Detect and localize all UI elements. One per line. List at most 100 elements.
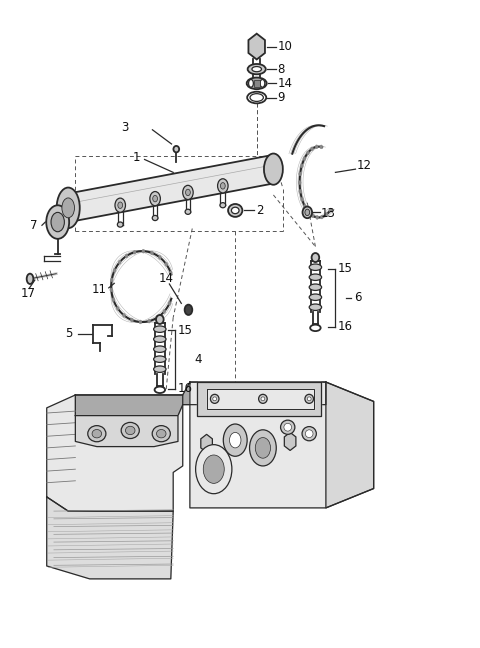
Ellipse shape [154, 336, 166, 342]
Text: 17: 17 [21, 286, 36, 299]
Circle shape [203, 455, 224, 483]
Text: 4: 4 [194, 353, 202, 366]
Text: 11: 11 [92, 283, 107, 295]
Circle shape [148, 319, 151, 323]
Ellipse shape [154, 326, 166, 332]
Ellipse shape [305, 209, 310, 216]
Ellipse shape [309, 264, 322, 270]
Circle shape [250, 430, 276, 466]
Circle shape [299, 172, 301, 176]
Ellipse shape [309, 284, 322, 290]
Ellipse shape [156, 315, 164, 324]
Circle shape [125, 254, 128, 258]
Text: 16: 16 [338, 320, 353, 333]
Polygon shape [206, 389, 314, 409]
Circle shape [320, 145, 323, 149]
Ellipse shape [118, 222, 123, 227]
Ellipse shape [281, 420, 295, 434]
Circle shape [110, 278, 113, 282]
Ellipse shape [264, 154, 283, 185]
Circle shape [299, 189, 302, 193]
Polygon shape [284, 432, 296, 450]
Ellipse shape [309, 294, 322, 301]
Ellipse shape [152, 215, 158, 220]
Circle shape [112, 297, 115, 301]
Circle shape [122, 314, 125, 318]
Text: 15: 15 [178, 324, 192, 337]
Circle shape [139, 320, 142, 324]
Circle shape [151, 251, 154, 255]
Ellipse shape [185, 209, 191, 214]
Circle shape [311, 214, 314, 218]
Circle shape [298, 181, 301, 185]
Ellipse shape [46, 205, 69, 239]
Circle shape [300, 164, 303, 168]
Ellipse shape [305, 430, 313, 437]
Ellipse shape [92, 430, 102, 438]
Ellipse shape [248, 64, 266, 75]
Polygon shape [190, 382, 373, 508]
Ellipse shape [173, 146, 179, 152]
Text: 14: 14 [277, 77, 292, 90]
Ellipse shape [115, 198, 125, 213]
Ellipse shape [125, 426, 135, 435]
Circle shape [307, 210, 310, 214]
Circle shape [325, 213, 328, 216]
Ellipse shape [231, 207, 239, 214]
Circle shape [316, 215, 319, 219]
FancyBboxPatch shape [254, 80, 260, 87]
Text: 9: 9 [277, 91, 285, 104]
Ellipse shape [183, 185, 193, 200]
Circle shape [169, 271, 172, 275]
Text: 13: 13 [321, 207, 336, 220]
Ellipse shape [312, 253, 319, 262]
Polygon shape [197, 382, 321, 415]
Ellipse shape [155, 387, 165, 393]
Circle shape [118, 260, 121, 264]
Text: 12: 12 [357, 159, 372, 172]
Ellipse shape [154, 346, 166, 353]
Polygon shape [67, 155, 275, 222]
Text: 2: 2 [256, 204, 263, 217]
Circle shape [329, 208, 332, 212]
Ellipse shape [284, 423, 291, 431]
Ellipse shape [307, 397, 311, 400]
Circle shape [165, 262, 168, 266]
Polygon shape [47, 497, 173, 579]
Ellipse shape [153, 196, 157, 202]
Circle shape [229, 432, 241, 448]
Ellipse shape [154, 366, 166, 373]
Text: 10: 10 [277, 40, 292, 53]
Circle shape [156, 316, 159, 319]
Ellipse shape [260, 80, 265, 87]
Polygon shape [75, 382, 326, 415]
Text: 6: 6 [355, 291, 362, 304]
Ellipse shape [152, 426, 170, 442]
Circle shape [315, 145, 318, 149]
Text: 3: 3 [121, 121, 129, 134]
Ellipse shape [27, 273, 34, 284]
Circle shape [168, 301, 171, 305]
Circle shape [158, 255, 161, 259]
Circle shape [300, 198, 303, 202]
Text: 8: 8 [277, 63, 285, 76]
Ellipse shape [51, 213, 64, 232]
Circle shape [223, 424, 247, 456]
Ellipse shape [186, 189, 191, 196]
Ellipse shape [261, 397, 265, 400]
Ellipse shape [213, 397, 216, 400]
Polygon shape [47, 395, 183, 511]
Ellipse shape [121, 422, 139, 439]
Ellipse shape [302, 207, 312, 218]
Text: 5: 5 [65, 327, 72, 340]
Circle shape [307, 151, 309, 155]
Polygon shape [201, 434, 212, 452]
Ellipse shape [309, 304, 322, 310]
Text: 1: 1 [132, 151, 140, 164]
Circle shape [163, 310, 166, 314]
Ellipse shape [88, 426, 106, 442]
Circle shape [142, 249, 145, 253]
Polygon shape [75, 415, 178, 446]
Circle shape [131, 318, 133, 322]
Ellipse shape [309, 274, 322, 281]
